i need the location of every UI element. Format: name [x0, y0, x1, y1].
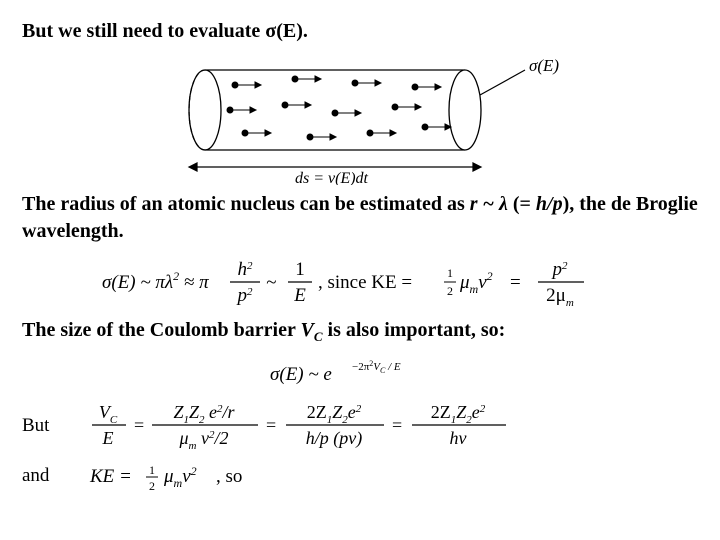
t3d: is also important, so:	[323, 319, 506, 341]
svg-text:2Z1Z2e2: 2Z1Z2e2	[431, 402, 486, 426]
e1d: , since KE =	[318, 272, 412, 293]
svg-text:σ(E) ~ πλ2 ≈ π: σ(E) ~ πλ2 ≈ π	[102, 269, 209, 293]
e4m: m	[174, 476, 183, 490]
particle	[232, 82, 261, 88]
svg-text:p2: p2	[236, 285, 254, 306]
equation-sigma-exp: σ(E) ~ e −2π2VC / E	[240, 356, 480, 392]
e3m1da: μ	[178, 428, 188, 448]
t2c: (=	[508, 193, 536, 215]
e3re: e	[472, 402, 480, 422]
e2d: / E	[385, 361, 401, 373]
t2d: h/p	[536, 193, 563, 215]
intro-text: But we still need to evaluate σ(E).	[22, 20, 308, 42]
svg-text:−2π2VC / E: −2π2VC / E	[352, 359, 401, 375]
e1m: m	[470, 282, 479, 296]
e1h1: 1	[447, 266, 453, 280]
e1d4: 2μ	[546, 285, 566, 306]
t3c: C	[314, 329, 323, 344]
e3rf: 2	[480, 403, 486, 415]
e3ra: 2Z	[431, 402, 451, 422]
e1n2: 1	[295, 259, 305, 280]
e3lns: C	[110, 414, 118, 426]
svg-text:=: =	[266, 415, 276, 435]
t2b: r ~ λ	[470, 193, 508, 215]
e4mu: μ	[163, 466, 174, 487]
e3m2a: 2Z	[307, 402, 327, 422]
e3m2f: 2	[356, 403, 362, 415]
e2s: σ(E) ~ e	[270, 364, 332, 385]
intro-line: But we still need to evaluate σ(E).	[22, 18, 698, 45]
equation-sigma-lambda: σ(E) ~ πλ2 ≈ π h2 p2 ~ 1 E , since KE = …	[90, 255, 630, 311]
svg-text:p2: p2	[551, 259, 569, 280]
e2a: −2π	[352, 361, 370, 373]
svg-text:μm v2/2: μm v2/2	[178, 428, 228, 452]
e3m2e: e	[348, 402, 356, 422]
equation-ke: KE = 1 2 μmv2 , so	[86, 458, 366, 494]
e3m1dd: /2	[213, 428, 228, 448]
sigma-label: σ(E)	[529, 56, 559, 75]
e4ke: KE =	[89, 466, 132, 487]
e1c: ~	[266, 272, 276, 293]
e3m1dm: m	[189, 440, 197, 452]
e3m1g: /r	[222, 402, 236, 422]
e1mu: μ	[459, 272, 470, 293]
e1d4m: m	[566, 297, 574, 309]
svg-text:2μm: 2μm	[546, 285, 574, 309]
t2a: The radius of an atomic nucleus can be e…	[22, 193, 470, 215]
e1eq: =	[510, 272, 521, 293]
e4hn: 1	[149, 463, 155, 477]
t3a: The size of the Coulomb barrier	[22, 319, 301, 341]
and-row: and KE = 1 2 μmv2 , so	[22, 458, 698, 494]
svg-text:, since KE =: , since KE =	[318, 272, 412, 293]
svg-text:VC: VC	[99, 402, 118, 426]
e4t: 2	[191, 464, 197, 478]
e1h2: 2	[447, 284, 453, 298]
svg-text:=: =	[392, 415, 402, 435]
e4tail: , so	[216, 466, 242, 487]
t3b: V	[301, 319, 314, 341]
e1n4: p	[551, 259, 563, 280]
e1b: ≈ π	[179, 272, 209, 293]
cylinder-figure: σ(E) ds = v(E)dt	[145, 55, 575, 185]
radius-line: The radius of an atomic nucleus can be e…	[22, 191, 698, 245]
e3m2da: h/p (pv)	[306, 428, 362, 449]
e3m1db: v	[196, 428, 209, 448]
svg-text:μmv2: μmv2	[163, 464, 197, 490]
but-row: But VC E = Z1Z2 e2/r μm v2/2 = 2Z1Z2e2 h…	[22, 398, 698, 454]
svg-text:μmv2: μmv2	[459, 269, 493, 296]
ds-caption: ds = v(E)dt	[295, 170, 369, 185]
e3m1e: e	[205, 402, 218, 422]
svg-text:Z1Z2 e2/r: Z1Z2 e2/r	[173, 402, 235, 426]
lead-and: and	[22, 465, 70, 487]
e1d1: p	[236, 285, 248, 306]
e3rden: hv	[450, 428, 467, 448]
svg-text:2Z1Z2e2: 2Z1Z2e2	[307, 402, 362, 426]
e1d2: E	[293, 285, 306, 306]
equation-vc-over-e: VC E = Z1Z2 e2/r μm v2/2 = 2Z1Z2e2 h/p (…	[86, 398, 566, 454]
svg-text:h2: h2	[238, 259, 254, 280]
e4hd: 2	[149, 479, 155, 493]
e1n1: h	[238, 259, 248, 280]
e1a: σ(E) ~ πλ	[102, 272, 173, 293]
coulomb-line: The size of the Coulomb barrier VC is al…	[22, 317, 698, 346]
svg-text:=: =	[134, 415, 144, 435]
lead-but: But	[22, 415, 70, 437]
e3ld: E	[102, 428, 114, 448]
